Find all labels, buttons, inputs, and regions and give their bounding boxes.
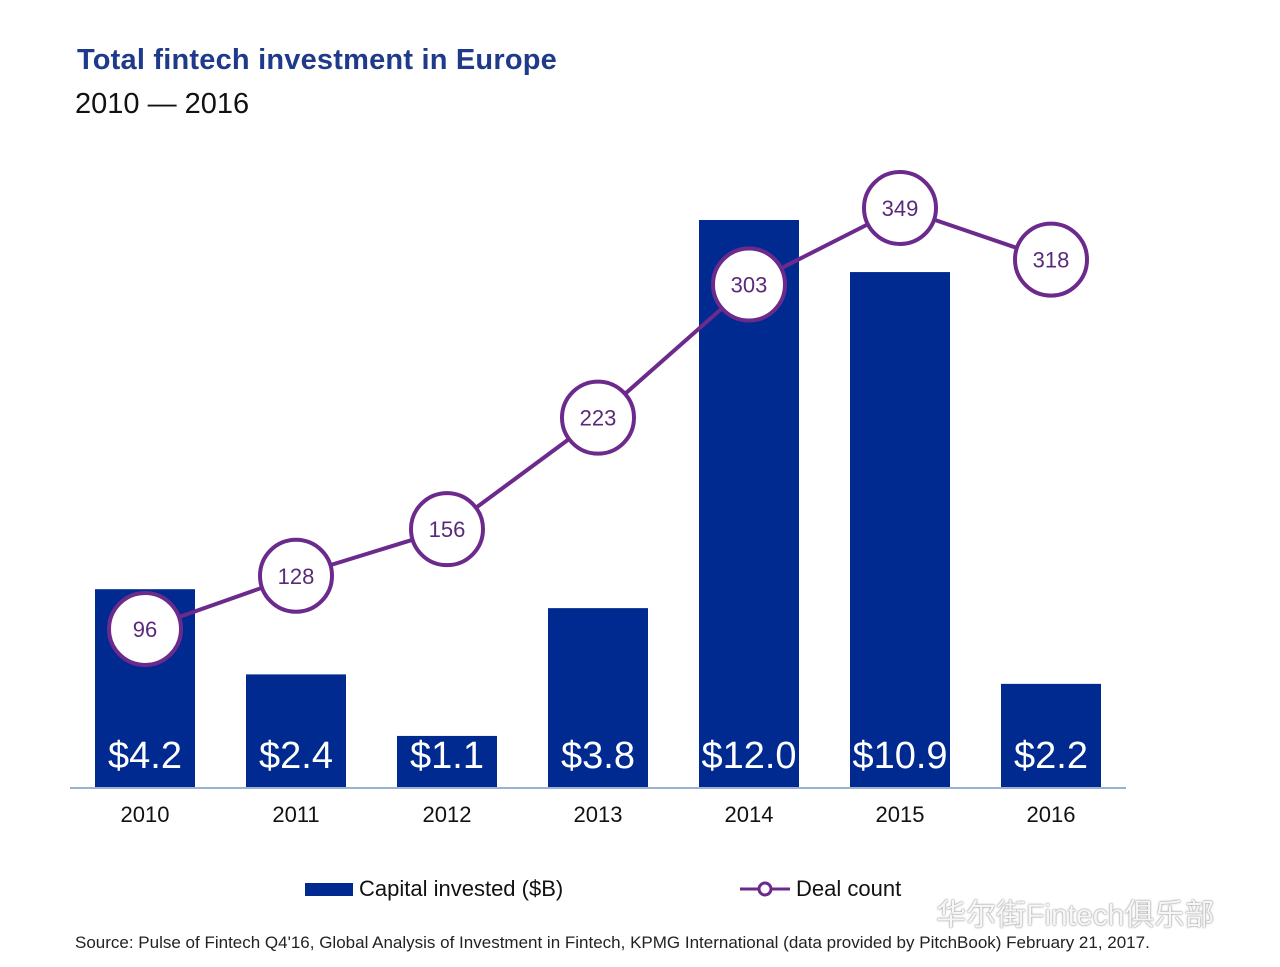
x-tick-labels-layer: 2010 2011 2012 2013 2014 2015 2016: [121, 802, 1076, 827]
bar-labels-layer: $4.2 $2.4 $1.1 $3.8 $12.0 $10.9 $2.2: [108, 735, 1088, 777]
watermark-text: 华尔街Fintech俱乐部: [936, 899, 1215, 932]
legend-bar-swatch: [305, 882, 353, 896]
wechat-icon: [882, 896, 927, 929]
x-tick-label-2014: 2014: [725, 802, 774, 827]
legend-line-swatch: [740, 881, 790, 897]
watermark: 华尔街Fintech俱乐部: [880, 890, 1214, 934]
legend-capital-label: Capital invested ($B): [359, 876, 564, 901]
legend-deals: Deal count: [740, 876, 901, 902]
x-tick-label-2016: 2016: [1027, 802, 1076, 827]
x-tick-label-2013: 2013: [574, 802, 623, 827]
deal-count-label-2015: 349: [882, 196, 919, 221]
deal-count-label-2014: 303: [731, 273, 768, 298]
x-tick-label-2015: 2015: [876, 802, 925, 827]
bar-value-label-2016: $2.2: [1014, 735, 1088, 777]
bar-value-label-2014: $12.0: [701, 735, 796, 777]
deal-count-label-2010: 96: [133, 617, 157, 642]
bar-value-label-2013: $3.8: [561, 735, 635, 777]
deal-marker-2016: [1013, 221, 1089, 298]
chart-title: Total fintech investment in Europe: [77, 44, 557, 76]
legend-capital: Capital invested ($B): [305, 876, 563, 902]
deal-count-label-2012: 156: [429, 517, 466, 542]
legend-deals-label: Deal count: [796, 876, 902, 901]
deal-marker-2015: [862, 170, 938, 246]
bar-2011: [246, 674, 346, 788]
deal-count-label-2011: 128: [278, 564, 315, 589]
bars-layer: [95, 220, 1101, 789]
x-tick-label-2010: 2010: [121, 802, 170, 827]
deal-marker-2012: [409, 491, 485, 568]
bar-value-label-2010: $4.2: [108, 735, 182, 777]
deal-marker-2013: [560, 379, 636, 456]
deal-count-label-2013: 223: [580, 406, 617, 431]
deal-marker-2011: [258, 537, 334, 614]
combo-chart: $4.2 $2.4 $1.1 $3.8 $12.0 $10.9 $2.2 2010 2011 2…: [70, 170, 1126, 827]
bar-2015: [850, 272, 950, 789]
chart-subtitle: 2010 — 2016: [75, 88, 250, 120]
bar-2016: [1001, 683, 1101, 788]
deal-marker-2010: [107, 591, 183, 667]
bar-value-label-2015: $10.9: [852, 735, 947, 777]
bar-value-label-2012: $1.1: [410, 735, 484, 777]
x-tick-label-2012: 2012: [423, 802, 472, 827]
bar-value-label-2011: $2.4: [259, 735, 333, 777]
deal-count-label-2016: 318: [1033, 248, 1070, 273]
bar-2012: [397, 735, 497, 788]
deal-count-markers-layer: 96 128 156 223 303 349 318: [107, 170, 1089, 667]
deal-marker-2014: [711, 246, 787, 323]
x-tick-label-2011: 2011: [272, 802, 319, 827]
source-note: Source: Pulse of Fintech Q4'16, Global A…: [75, 933, 1150, 952]
bar-2013: [548, 608, 648, 788]
